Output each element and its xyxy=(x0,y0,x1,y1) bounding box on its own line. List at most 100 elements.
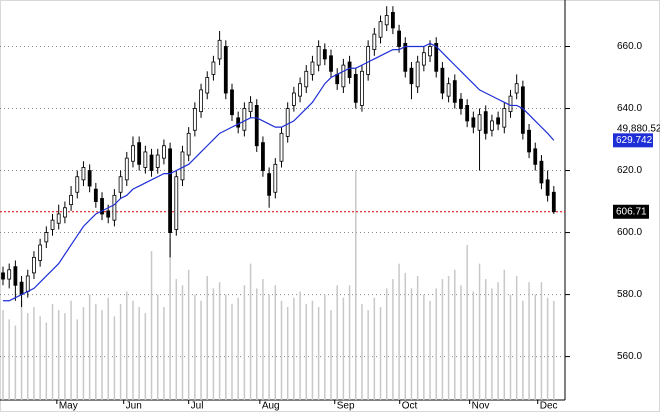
candle-body xyxy=(69,194,73,206)
y-tick-label: 640.0 xyxy=(617,103,642,114)
candle-body xyxy=(205,77,210,94)
candle-body xyxy=(527,129,531,153)
candle-body xyxy=(347,61,352,78)
candle-body xyxy=(267,173,272,196)
candle-body xyxy=(415,61,420,88)
candle-body xyxy=(490,120,494,131)
candle-body xyxy=(124,157,129,181)
candle-body xyxy=(322,49,327,60)
candle-body xyxy=(483,111,488,134)
last-price-box xyxy=(613,204,649,219)
x-tick-label: Nov xyxy=(472,401,490,412)
candle-body xyxy=(316,46,321,66)
candle-body xyxy=(93,188,98,202)
moving-average xyxy=(3,42,555,302)
candle-body xyxy=(341,64,346,88)
candle-body xyxy=(106,210,111,218)
candle-body xyxy=(242,108,247,131)
y-tick-label: 580.0 xyxy=(617,289,642,300)
candle-body xyxy=(168,148,173,233)
annotation: 49,880.52 xyxy=(617,124,660,135)
candle-body xyxy=(75,176,80,193)
candle-body xyxy=(199,89,203,113)
x-tick-label: Jun xyxy=(126,401,142,412)
candle-body xyxy=(360,70,364,106)
candle-body xyxy=(211,61,216,75)
candle-body xyxy=(446,83,451,97)
candle-body xyxy=(25,275,30,292)
candle-body xyxy=(545,179,550,196)
x-tick-label: Aug xyxy=(262,401,280,412)
candle-body xyxy=(62,207,67,218)
candle-body xyxy=(81,167,86,181)
candle-body xyxy=(19,281,24,295)
candle-body xyxy=(279,132,284,162)
y-tick-label: 600.0 xyxy=(617,227,642,238)
candle-body xyxy=(32,256,36,274)
candle-body xyxy=(372,33,377,51)
candle-body xyxy=(508,95,513,113)
candle-body xyxy=(261,142,265,171)
x-tick-label: May xyxy=(59,401,78,412)
x-tick-label: Jul xyxy=(191,401,204,412)
candle-body xyxy=(143,151,148,168)
candle-body xyxy=(137,142,142,165)
candle-body xyxy=(131,145,135,162)
y-tick-label: 560.0 xyxy=(617,351,642,362)
candle-body xyxy=(397,30,401,47)
candle-body xyxy=(100,198,104,215)
candle-body xyxy=(291,92,296,106)
candle-body xyxy=(310,61,315,75)
candle-body xyxy=(298,83,302,97)
candle-body xyxy=(186,132,191,156)
y-tick-label: 620.0 xyxy=(617,165,642,176)
candle-body xyxy=(217,39,222,60)
candle-body xyxy=(304,70,309,88)
candle-body xyxy=(496,117,501,125)
candle-body xyxy=(409,67,414,85)
candle-body xyxy=(390,12,395,29)
candle-body xyxy=(434,43,439,72)
candle-body xyxy=(112,194,117,221)
candle-body xyxy=(366,46,371,75)
candle-body xyxy=(174,176,179,230)
x-tick-label: Dec xyxy=(540,401,558,412)
candle-body xyxy=(539,160,544,184)
candle-body xyxy=(551,191,556,213)
candle-body xyxy=(180,151,185,181)
candle-body xyxy=(329,55,333,72)
candle-body xyxy=(236,117,241,128)
candle-body xyxy=(335,74,340,85)
x-tick-label: Sep xyxy=(337,401,355,412)
candle-body xyxy=(44,232,49,243)
candle-body xyxy=(428,46,432,57)
candle-body xyxy=(155,154,160,168)
candle-body xyxy=(13,266,18,286)
x-tick-label: Oct xyxy=(402,401,418,412)
candle-body xyxy=(353,74,358,103)
candle-body xyxy=(162,145,166,159)
candle-body xyxy=(285,108,290,137)
candle-body xyxy=(87,170,92,187)
candle-body xyxy=(149,154,154,171)
candle-body xyxy=(118,176,123,193)
candle-body xyxy=(471,117,476,128)
candle-body xyxy=(254,105,259,147)
candle-body xyxy=(514,83,519,94)
candle-body xyxy=(7,269,12,280)
candle-body xyxy=(273,163,278,193)
candle-body xyxy=(421,52,426,66)
candle-body xyxy=(248,101,253,113)
candle-body xyxy=(465,105,470,122)
candle-body xyxy=(192,108,197,131)
candle-body xyxy=(50,219,55,230)
candle-body xyxy=(459,98,463,109)
candle-body xyxy=(440,67,445,94)
candle-body xyxy=(38,244,43,261)
candle-body xyxy=(378,21,383,38)
candle-body xyxy=(477,114,482,131)
candle-body xyxy=(403,43,408,72)
last-price-label: 606.71 xyxy=(616,206,647,217)
candle-body xyxy=(533,148,538,165)
